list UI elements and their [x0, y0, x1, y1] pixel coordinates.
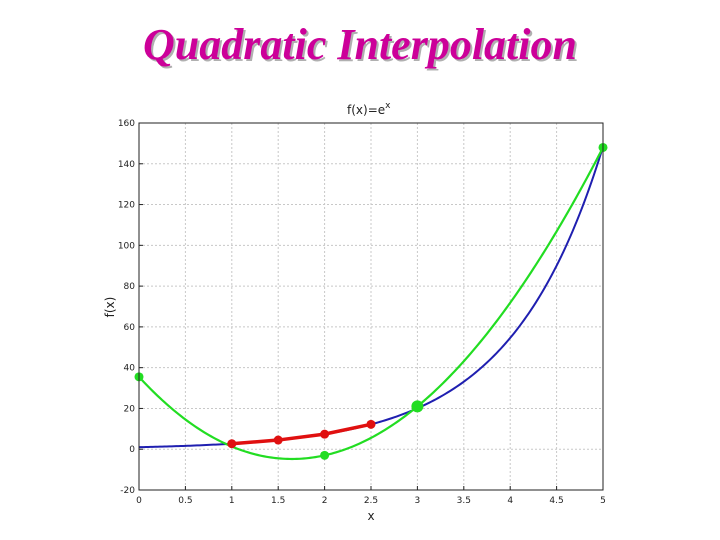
- y-tick-label: 80: [124, 282, 136, 292]
- slide-title: Quadratic Interpolation: [143, 20, 577, 69]
- x-tick-label: 4: [507, 496, 513, 506]
- x-tick-label: 5: [600, 496, 606, 506]
- y-tick-label: 20: [124, 404, 136, 414]
- x-tick-label: 2: [322, 496, 328, 506]
- x-tick-label: 0.5: [178, 496, 192, 506]
- linear-segments: [231, 422, 372, 446]
- quadratic-point: [320, 450, 330, 460]
- linear-point: [366, 419, 376, 429]
- y-tick-label: 40: [124, 364, 136, 374]
- plot-frame: [138, 122, 604, 491]
- x-tick-label: 1.5: [271, 496, 285, 506]
- quadratic-curve: [138, 146, 604, 461]
- y-tick-label: 160: [118, 119, 135, 129]
- x-tick-label: 3: [415, 496, 421, 506]
- x-tick-label: 3.5: [457, 496, 471, 506]
- y-tick-label: 60: [124, 323, 136, 333]
- x-tick-labels: 0 0.5 1 1.5 2 2.5 3 3.5 4 4.5 5: [136, 496, 606, 506]
- linear-point: [320, 429, 330, 439]
- x-tick-label: 1: [229, 496, 235, 506]
- y-tick-label: 100: [118, 241, 135, 251]
- chart-title-main: f(x)=e: [347, 103, 385, 117]
- linear-point: [227, 439, 237, 449]
- x-tick-label: 4.5: [549, 496, 563, 506]
- chart-title-superscript: x: [385, 101, 391, 111]
- y-tick-label: -20: [120, 486, 135, 496]
- y-tick-label: 120: [118, 201, 135, 211]
- x-tick-label: 2.5: [364, 496, 378, 506]
- x-tick-label: 0: [136, 496, 142, 506]
- chart-title: f(x)=ex: [347, 101, 391, 117]
- y-tick-label: 0: [129, 445, 135, 455]
- y-axis-label: f(x): [103, 297, 117, 318]
- y-tick-labels: -20 0 20 40 60 80 100 120 140 160: [118, 119, 135, 496]
- linear-point: [273, 435, 283, 445]
- markers: [134, 142, 608, 460]
- quadratic-point: [411, 400, 424, 413]
- y-tick-label: 140: [118, 160, 135, 170]
- x-axis-label: x: [367, 509, 374, 523]
